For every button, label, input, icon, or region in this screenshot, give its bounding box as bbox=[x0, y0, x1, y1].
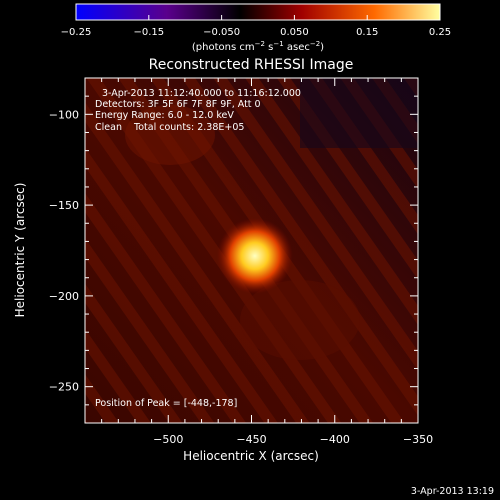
chart-title: Reconstructed RHESSI Image bbox=[149, 57, 354, 73]
peak-source bbox=[216, 217, 293, 294]
y-tick-label: −100 bbox=[49, 108, 79, 121]
y-tick-label: −200 bbox=[49, 290, 79, 303]
colorbar-tick-label: 0.25 bbox=[429, 27, 451, 38]
y-axis-ticks: −100 −150 −200 −250 bbox=[49, 77, 418, 424]
y-tick-label: −250 bbox=[49, 381, 79, 394]
heatmap-image bbox=[85, 78, 418, 423]
annotation-detectors: Detectors: 3F 5F 6F 7F 8F 9F, Att 0 bbox=[95, 99, 261, 110]
footer-timestamp: 3-Apr-2013 13:19 bbox=[411, 486, 494, 497]
colorbar-tick-label: 0.15 bbox=[356, 27, 378, 38]
x-tick-label: −350 bbox=[403, 433, 433, 446]
annotation-time-range: 3-Apr-2013 11:12:40.000 to 11:16:12.000 bbox=[102, 88, 301, 99]
annotation-energy-range: Energy Range: 6.0 - 12.0 keV bbox=[95, 110, 234, 121]
colorbar-tick-label: −0.050 bbox=[203, 27, 240, 38]
x-axis-label: Heliocentric X (arcsec) bbox=[183, 449, 319, 463]
annotation-peak-position: Position of Peak = [-448,-178] bbox=[95, 398, 237, 409]
y-tick-label: −150 bbox=[49, 199, 79, 212]
colorbar-tick-label: −0.25 bbox=[61, 27, 92, 38]
x-tick-label: −450 bbox=[236, 433, 266, 446]
colorbar-tick-label: −0.15 bbox=[133, 27, 164, 38]
colorbar-tick-label: 0.050 bbox=[280, 27, 309, 38]
x-axis-ticks: −500 −450 −400 −350 bbox=[101, 78, 433, 446]
colorbar bbox=[75, 3, 441, 21]
x-tick-label: −500 bbox=[153, 433, 183, 446]
colorbar-ticks: −0.25 −0.15 −0.050 0.050 0.15 0.25 bbox=[61, 15, 451, 38]
y-axis-label: Heliocentric Y (arcsec) bbox=[13, 183, 27, 318]
colorbar-units: (photons cm−2 s−1 asec−2) bbox=[192, 40, 324, 53]
annotation-total-counts: Clean Total counts: 2.38E+05 bbox=[95, 122, 244, 133]
x-tick-label: −400 bbox=[320, 433, 350, 446]
